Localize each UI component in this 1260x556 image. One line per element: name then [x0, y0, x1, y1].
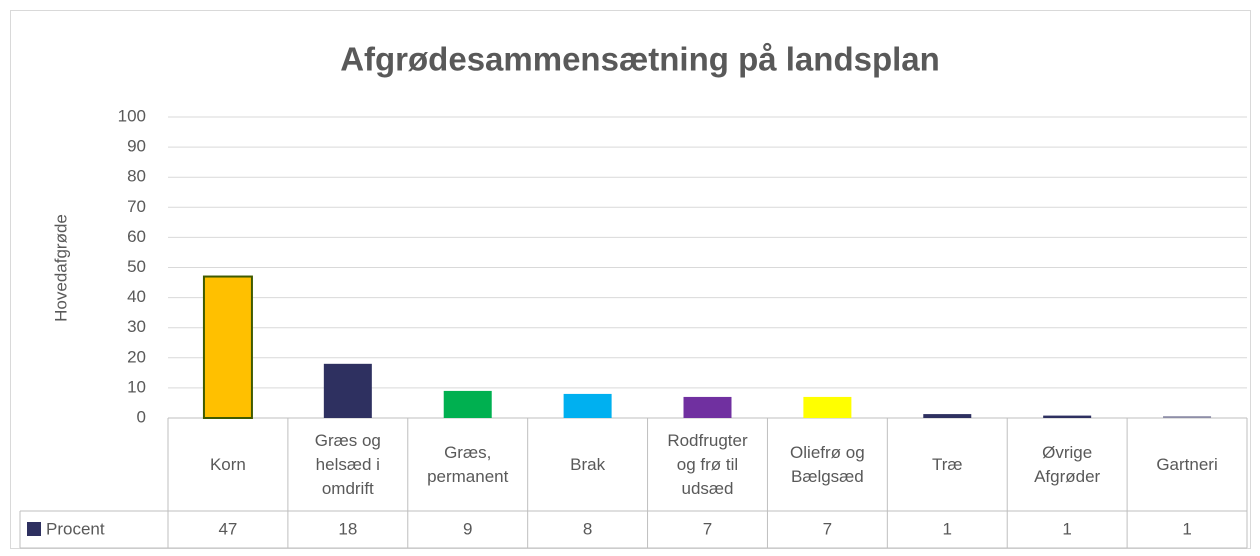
y-tick-label: 70: [127, 197, 146, 216]
category-label-text: Træ: [932, 454, 963, 474]
y-axis-label: Hovedafgrøde: [51, 214, 70, 322]
category-label: Oliefrø og Bælgsæd: [767, 418, 887, 511]
category-label-text: Brak: [570, 454, 606, 474]
y-tick-label: 40: [127, 287, 146, 306]
table-value: 1: [1062, 519, 1071, 538]
table-value: 1: [943, 519, 952, 538]
table-value: 18: [338, 519, 357, 538]
table-value: 7: [823, 519, 832, 538]
bar: [443, 390, 492, 418]
table-value: 9: [463, 519, 472, 538]
table-value: 8: [583, 519, 592, 538]
bar: [803, 396, 852, 418]
table-value: 7: [703, 519, 712, 538]
legend-key: [27, 522, 41, 536]
bar: [202, 275, 253, 419]
bar: [683, 396, 732, 418]
category-label: Brak: [528, 418, 648, 511]
y-tick-label: 30: [127, 317, 146, 336]
category-label: Rodfrugter og frø til udsæd: [648, 418, 768, 511]
table-value: 1: [1182, 519, 1191, 538]
category-label: Gartneri: [1127, 418, 1247, 511]
bar: [323, 363, 372, 418]
y-tick-label: 80: [127, 167, 146, 186]
bar: [923, 414, 972, 418]
category-label: Øvrige Afgrøder: [1007, 418, 1127, 511]
y-tick-label: 0: [137, 407, 146, 426]
category-label: Græs, permanent: [408, 418, 528, 511]
y-tick-label: 100: [118, 106, 146, 125]
category-label-text: Korn: [209, 454, 246, 474]
bar: [563, 393, 612, 418]
y-tick-label: 10: [127, 377, 146, 396]
bar: [1043, 415, 1092, 418]
y-tick-label: 60: [127, 227, 146, 246]
category-label-text: Øvrige Afgrøder: [1034, 442, 1101, 486]
table-value: 47: [218, 519, 237, 538]
category-label: Træ: [887, 418, 1007, 511]
legend-label: Procent: [46, 519, 105, 538]
category-label-text: Græs, permanent: [427, 442, 509, 486]
y-tick-label: 50: [127, 257, 146, 276]
category-label: Korn: [168, 418, 288, 511]
category-label: Græs og helsæd i omdrift: [288, 418, 408, 511]
chart-title: Afgrødesammensætning på landsplan: [340, 41, 940, 78]
category-label-text: Rodfrugter og frø til udsæd: [667, 430, 748, 498]
y-tick-label: 90: [127, 137, 146, 156]
category-label-text: Græs og helsæd i omdrift: [314, 430, 381, 498]
y-tick-label: 20: [127, 347, 146, 366]
bar: [1163, 416, 1212, 418]
category-label-text: Gartneri: [1156, 454, 1218, 474]
category-label-text: Oliefrø og Bælgsæd: [790, 442, 865, 486]
